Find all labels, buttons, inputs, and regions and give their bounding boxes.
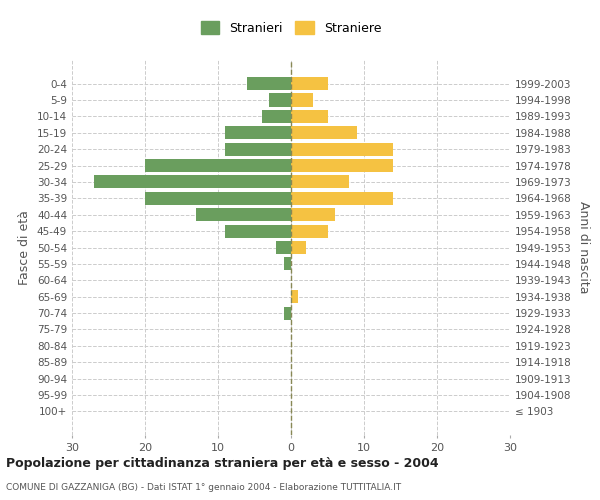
Bar xyxy=(291,208,335,222)
Bar xyxy=(291,142,393,156)
Text: Popolazione per cittadinanza straniera per età e sesso - 2004: Popolazione per cittadinanza straniera p… xyxy=(6,458,439,470)
Bar xyxy=(269,94,291,106)
Text: COMUNE DI GAZZANIGA (BG) - Dati ISTAT 1° gennaio 2004 - Elaborazione TUTTITALIA.: COMUNE DI GAZZANIGA (BG) - Dati ISTAT 1°… xyxy=(6,482,401,492)
Bar xyxy=(145,192,291,205)
Bar xyxy=(291,176,349,188)
Bar xyxy=(247,77,291,90)
Bar xyxy=(262,110,291,123)
Bar xyxy=(196,208,291,222)
Y-axis label: Anni di nascita: Anni di nascita xyxy=(577,201,590,294)
Bar xyxy=(291,192,393,205)
Bar xyxy=(291,241,305,254)
Bar xyxy=(291,94,313,106)
Legend: Stranieri, Straniere: Stranieri, Straniere xyxy=(197,18,385,38)
Bar xyxy=(291,126,356,140)
Bar xyxy=(94,176,291,188)
Bar xyxy=(291,77,328,90)
Bar xyxy=(291,224,328,237)
Bar xyxy=(291,159,393,172)
Bar xyxy=(277,241,291,254)
Bar xyxy=(226,142,291,156)
Bar xyxy=(284,258,291,270)
Y-axis label: Fasce di età: Fasce di età xyxy=(19,210,31,285)
Bar xyxy=(226,126,291,140)
Bar xyxy=(284,306,291,320)
Bar xyxy=(145,159,291,172)
Bar xyxy=(226,224,291,237)
Bar xyxy=(291,290,298,303)
Bar xyxy=(291,110,328,123)
